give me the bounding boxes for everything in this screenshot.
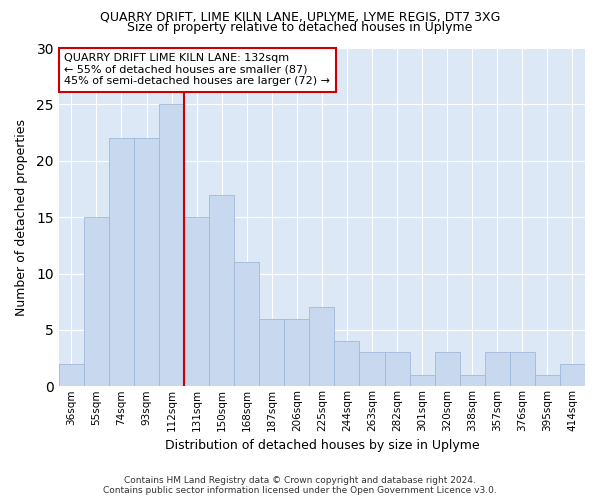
Bar [209, 194, 234, 386]
Bar [134, 138, 159, 386]
Bar [535, 375, 560, 386]
Bar [434, 352, 460, 386]
Bar [109, 138, 134, 386]
Bar [460, 375, 485, 386]
Bar [84, 217, 109, 386]
Bar [359, 352, 385, 386]
Bar [59, 364, 84, 386]
Bar [410, 375, 434, 386]
Bar [284, 318, 310, 386]
Bar [184, 217, 209, 386]
Bar [385, 352, 410, 386]
Bar [334, 341, 359, 386]
X-axis label: Distribution of detached houses by size in Uplyme: Distribution of detached houses by size … [164, 440, 479, 452]
Bar [560, 364, 585, 386]
Text: QUARRY DRIFT LIME KILN LANE: 132sqm
← 55% of detached houses are smaller (87)
45: QUARRY DRIFT LIME KILN LANE: 132sqm ← 55… [64, 53, 330, 86]
Bar [485, 352, 510, 386]
Bar [234, 262, 259, 386]
Text: Contains HM Land Registry data © Crown copyright and database right 2024.
Contai: Contains HM Land Registry data © Crown c… [103, 476, 497, 495]
Text: Size of property relative to detached houses in Uplyme: Size of property relative to detached ho… [127, 21, 473, 34]
Bar [259, 318, 284, 386]
Bar [510, 352, 535, 386]
Text: QUARRY DRIFT, LIME KILN LANE, UPLYME, LYME REGIS, DT7 3XG: QUARRY DRIFT, LIME KILN LANE, UPLYME, LY… [100, 11, 500, 24]
Bar [310, 308, 334, 386]
Bar [159, 104, 184, 386]
Y-axis label: Number of detached properties: Number of detached properties [15, 118, 28, 316]
